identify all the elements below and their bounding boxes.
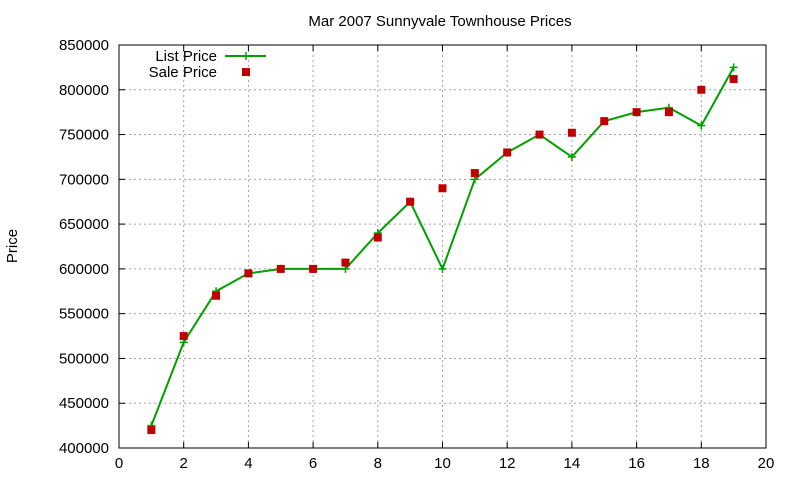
grid (119, 45, 766, 448)
axes-ticks: 0 2 4 6 8 10 12 14 16 18 20 400000 450000 500000 55000… (59, 37, 774, 472)
x-tick-label: 12 (499, 455, 516, 472)
sale-price-point (244, 269, 253, 278)
sale-price-point (600, 117, 609, 126)
x-tick-label: 6 (309, 455, 317, 472)
sale-price-point (567, 128, 576, 137)
x-tick-label: 20 (758, 455, 775, 472)
sale-price-point (179, 332, 188, 341)
y-tick-label: 650000 (59, 216, 109, 233)
y-tick-label: 700000 (59, 171, 109, 188)
legend-marker-list-price (242, 52, 250, 60)
series (147, 63, 738, 435)
sale-price-point (632, 108, 641, 117)
x-tick-label: 2 (180, 455, 188, 472)
sale-price-point (212, 291, 221, 300)
y-tick-label: 850000 (59, 37, 109, 54)
y-tick-label: 600000 (59, 261, 109, 278)
list-price-point (567, 152, 576, 161)
legend-entry-list-price: List Price (155, 48, 217, 65)
list-price-point (697, 121, 706, 130)
sale-price-point (276, 264, 285, 273)
x-tick-label: 10 (434, 455, 451, 472)
list-price-point (729, 63, 738, 72)
sale-price-point (373, 233, 382, 242)
sale-price-point (309, 264, 318, 273)
sale-price-point (503, 148, 512, 157)
sale-price-point (664, 108, 673, 117)
y-tick-label: 550000 (59, 306, 109, 323)
sale-price-point (535, 130, 544, 139)
x-tick-label: 14 (564, 455, 581, 472)
y-tick-label: 750000 (59, 127, 109, 144)
sale-price-point (147, 426, 156, 435)
sale-price-point (470, 169, 479, 178)
y-tick-label: 500000 (59, 350, 109, 367)
list-price-point (438, 264, 447, 273)
x-tick-label: 16 (628, 455, 645, 472)
y-axis-label: Price (4, 229, 21, 263)
y-tick-label: 400000 (59, 440, 109, 457)
sale-price-point (729, 75, 738, 84)
legend-entry-sale-price: Sale Price (149, 64, 217, 81)
x-tick-label: 4 (244, 455, 252, 472)
chart-title: Mar 2007 Sunnyvale Townhouse Prices (308, 13, 571, 30)
sale-price-point (438, 184, 447, 193)
sale-price-point (697, 85, 706, 94)
x-tick-label: 8 (374, 455, 382, 472)
legend-swatch-sale-price (242, 68, 250, 76)
sale-price-point (341, 258, 350, 267)
x-tick-label: 0 (115, 455, 123, 472)
y-tick-label: 800000 (59, 82, 109, 99)
sale-price-point (406, 197, 415, 206)
x-tick-label: 18 (693, 455, 710, 472)
y-tick-label: 450000 (59, 395, 109, 412)
